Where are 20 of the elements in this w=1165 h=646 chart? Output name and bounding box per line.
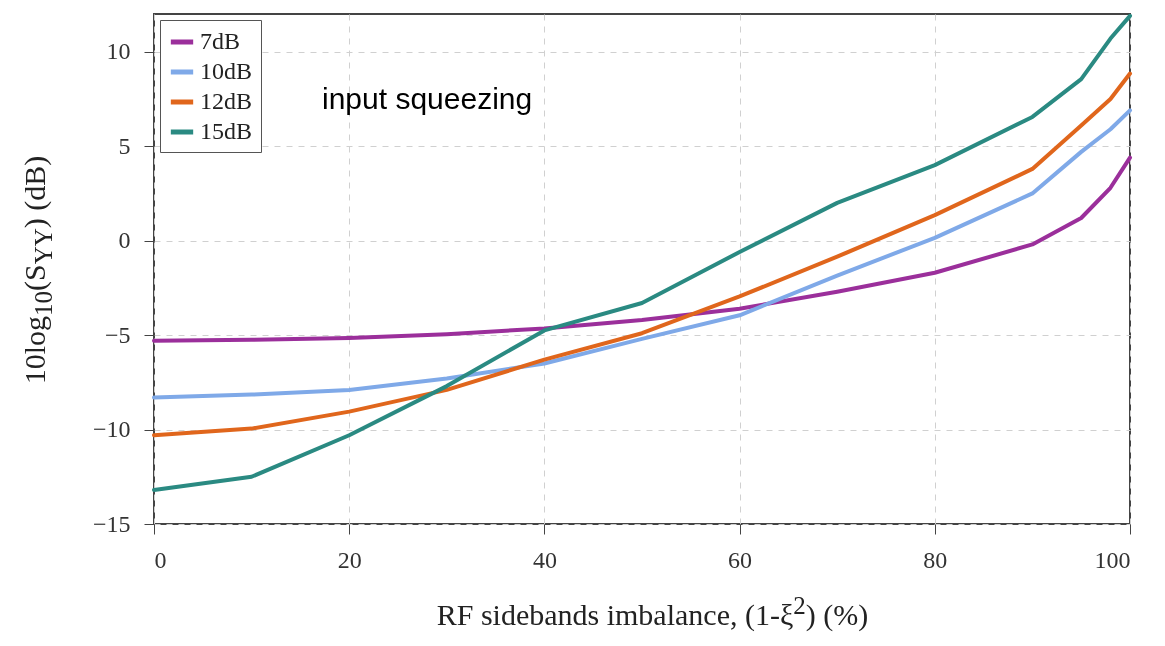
y-tick-label: −15 — [92, 510, 131, 537]
y-tick-label: 5 — [118, 132, 131, 159]
y-tick-label: −5 — [104, 321, 131, 348]
x-tick-label: 20 — [337, 546, 362, 573]
annotation: input squeezing — [322, 82, 533, 116]
x-tick-label: 60 — [728, 546, 753, 573]
legend-label: 12dB — [200, 88, 253, 114]
legend-label: 10dB — [200, 58, 253, 84]
x-tick-label: 40 — [532, 546, 557, 573]
x-tick-label: 0 — [154, 546, 167, 573]
legend-label: 7dB — [200, 28, 241, 54]
y-tick-label: −10 — [92, 416, 131, 443]
y-tick-label: 10 — [106, 38, 131, 65]
x-tick-label: 100 — [1094, 546, 1131, 573]
x-tick-label: 80 — [923, 546, 948, 573]
x-axis-title: RF sidebands imbalance, (1-ξ$^{2}$) (%) — [435, 592, 870, 632]
legend-label: 15dB — [200, 118, 253, 144]
line-series — [152, 155, 1132, 343]
line-series — [152, 13, 1132, 492]
y-tick-label: 0 — [118, 227, 131, 254]
